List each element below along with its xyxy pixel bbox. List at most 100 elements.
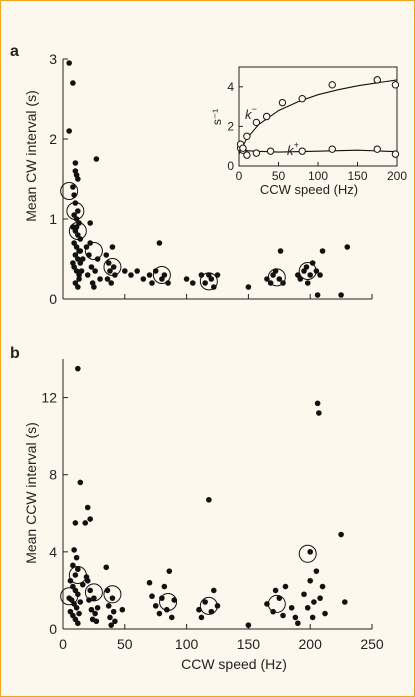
panel-b-x-axis-label: CCW speed (Hz) (181, 656, 287, 672)
data-point (87, 587, 93, 594)
inset-k-minus-annotation: k− (245, 104, 257, 122)
data-point (152, 603, 159, 609)
data-point (105, 603, 112, 609)
mean-circle (298, 544, 317, 563)
inset-data-point (239, 144, 247, 152)
x-tick-label: 250 (360, 636, 384, 652)
data-point (161, 272, 168, 278)
data-point (301, 591, 307, 598)
data-point (75, 284, 81, 290)
data-point (164, 606, 170, 613)
data-point (316, 410, 322, 416)
data-point (307, 577, 314, 584)
data-point (92, 268, 98, 274)
data-point (71, 240, 77, 246)
data-point (72, 572, 79, 578)
data-point (152, 268, 159, 274)
mean-circle (60, 587, 79, 606)
data-point (87, 220, 93, 226)
data-point (149, 280, 155, 286)
data-point (270, 272, 276, 278)
inset-x-tick-label: 150 (347, 169, 367, 183)
inset-fit-line (238, 79, 398, 155)
data-point (109, 595, 116, 601)
inset-data-point (252, 118, 261, 127)
inset-fit-line (238, 149, 398, 153)
inset-x-tick-label: 100 (308, 169, 328, 183)
data-point (76, 610, 82, 617)
data-point (146, 272, 153, 278)
data-point (73, 268, 80, 274)
data-point (208, 276, 215, 282)
data-point (70, 260, 76, 266)
panel-b-axes (62, 359, 372, 630)
data-point (103, 252, 110, 258)
data-point (103, 564, 110, 571)
data-point (288, 604, 295, 611)
inset-ticks: 0 2 4 0 50 100 150 200 (227, 80, 407, 183)
data-point (73, 244, 80, 250)
y-tick-label: 12 (41, 390, 57, 406)
data-point (76, 276, 82, 282)
data-point (88, 264, 95, 270)
data-point (338, 292, 344, 298)
data-point (75, 620, 81, 627)
data-point (183, 276, 190, 282)
data-point (75, 208, 81, 214)
mean-circle (267, 268, 286, 287)
inset-data-point (391, 81, 400, 89)
data-point (161, 583, 168, 590)
panel-a-y-axis-label: Mean CW interval (s) (23, 90, 39, 221)
mean-circle (68, 222, 87, 240)
inset-data-point (328, 145, 336, 153)
data-point (84, 577, 91, 584)
data-point (84, 504, 91, 511)
data-point (301, 268, 307, 274)
data-point (156, 610, 163, 617)
inset-y-tick-label: 2 (227, 119, 234, 133)
x-tick-label: 200 (299, 636, 323, 652)
data-point (206, 496, 212, 503)
data-point (72, 160, 79, 166)
mean-circle (103, 585, 122, 604)
mean-circle (199, 272, 218, 291)
inset-data-point (278, 98, 287, 107)
data-point (75, 256, 81, 262)
data-point (70, 80, 76, 86)
data-point (317, 272, 323, 278)
panel-b-ticks: 0 4 8 12 0 50 100 150 200 250 (41, 390, 383, 652)
y-tick-label: 4 (49, 544, 57, 560)
data-point (319, 248, 326, 254)
data-point (304, 280, 311, 286)
data-point (71, 192, 77, 198)
data-point (292, 614, 299, 621)
inset-data-point (266, 147, 275, 155)
data-point (295, 620, 301, 627)
data-point (109, 244, 116, 250)
x-tick-label: 100 (175, 636, 199, 652)
mean-circle (103, 258, 122, 276)
data-point (276, 276, 283, 282)
data-point (282, 583, 289, 590)
data-point (92, 610, 98, 617)
data-point (303, 264, 310, 270)
data-point (307, 272, 314, 278)
x-tick-label: 50 (117, 636, 133, 652)
y-tick-label: 3 (49, 51, 57, 67)
x-tick-label: 0 (59, 636, 67, 652)
data-point (108, 622, 115, 628)
data-point (202, 280, 208, 286)
y-tick-label: 2 (49, 131, 57, 147)
y-tick-label: 0 (49, 621, 57, 637)
data-point (72, 520, 79, 526)
data-point (344, 244, 351, 250)
data-point (307, 549, 314, 555)
data-point (79, 256, 86, 262)
data-point (134, 268, 140, 274)
data-point (86, 252, 92, 258)
inset-y-axis-label: s⁻¹ (210, 109, 224, 125)
panel-a: a Mean CW interval (s) 0 1 2 3 0 2 4 0 50 100 150… (10, 43, 407, 307)
inset-data-point (243, 151, 251, 159)
data-point (314, 400, 321, 407)
